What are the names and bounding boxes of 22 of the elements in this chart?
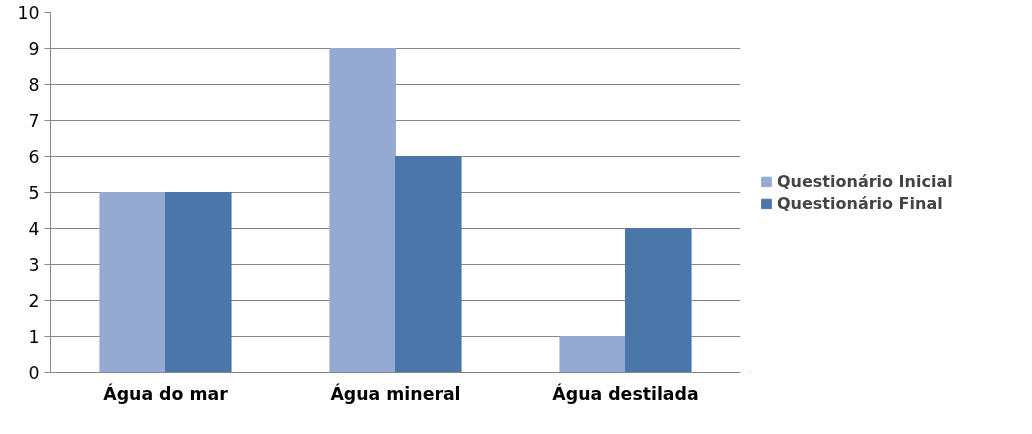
y-tick-label: 2 bbox=[28, 291, 40, 311]
x-tick-label: Água destilada bbox=[552, 382, 699, 404]
x-tick-label: Água do mar bbox=[103, 382, 229, 404]
y-tick-label: 8 bbox=[28, 75, 40, 95]
y-tick-label: 9 bbox=[28, 39, 40, 59]
y-tick-label: 10 bbox=[17, 3, 40, 23]
bar bbox=[329, 48, 396, 373]
bar bbox=[165, 192, 232, 373]
x-tick-label: Água mineral bbox=[330, 382, 461, 404]
y-tick-label: 3 bbox=[28, 255, 40, 275]
bar bbox=[99, 192, 166, 373]
y-tick-label: 4 bbox=[28, 219, 40, 239]
y-tick-label: 0 bbox=[28, 363, 40, 383]
legend-label: Questionário Inicial bbox=[777, 171, 953, 191]
y-tick-label: 6 bbox=[28, 147, 40, 167]
bar bbox=[395, 156, 462, 373]
y-tick-label: 5 bbox=[28, 183, 40, 203]
y-tick-label: 7 bbox=[28, 111, 40, 131]
bar bbox=[625, 228, 692, 373]
legend-label: Questionário Final bbox=[777, 193, 943, 213]
y-tick-label: 1 bbox=[28, 327, 40, 347]
bar bbox=[559, 336, 626, 373]
